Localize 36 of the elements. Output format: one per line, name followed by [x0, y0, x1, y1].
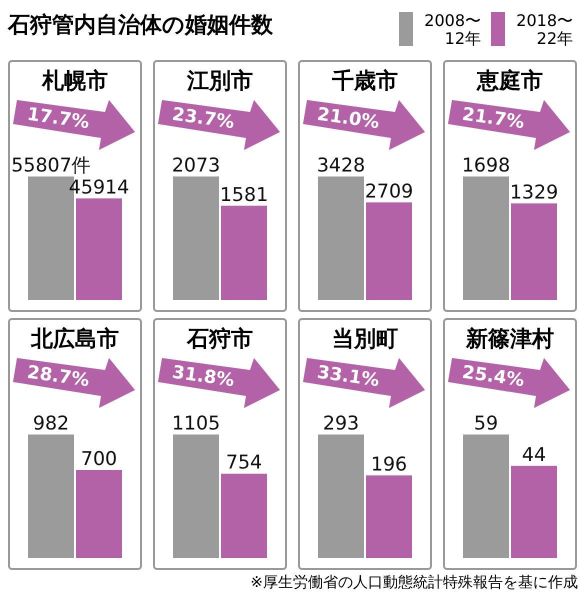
data-label: 1581 [220, 184, 268, 206]
chart-title: 札幌市 [40, 68, 109, 96]
data-label: 55807件 [11, 154, 91, 176]
text: 21.0% [316, 104, 381, 134]
legend-label: 2018〜22年 [515, 11, 573, 48]
text: 21.7% [460, 104, 526, 134]
text: 31.8% [170, 362, 236, 392]
text: 25.4% [460, 362, 526, 392]
chart-title: 新篠津村 [464, 326, 555, 354]
data-label: 44 [522, 444, 546, 466]
text: 23.7% [170, 104, 236, 134]
data-label: 754 [226, 452, 262, 474]
data-label: 1698 [462, 154, 510, 176]
data-label: 3428 [316, 154, 366, 176]
chart-title: 千歳市 [331, 68, 399, 96]
data-label: 700 [80, 448, 118, 470]
chart-title: 石狩市 [186, 326, 254, 354]
data-label: 2709 [364, 180, 414, 202]
data-label: 196 [370, 453, 408, 476]
data-label: 1329 [510, 181, 558, 204]
data-label: 982 [32, 412, 70, 434]
chart-title: 江別市 [186, 68, 254, 96]
chart-title: 北広島市 [30, 326, 120, 354]
data-label: 1105 [172, 412, 220, 434]
text: 17.7% [26, 104, 91, 134]
data-label: 2073 [172, 154, 220, 176]
text: 石狩管内自治体の婚姻件数 [8, 12, 273, 40]
text: ※厚生労働省の人口動態統計特殊報告を基に作成 [250, 573, 578, 592]
text: 28.7% [26, 362, 91, 392]
data-label: 293 [322, 412, 360, 434]
chart-title: 当別町 [331, 326, 399, 354]
text: 33.1% [316, 362, 381, 392]
data-label: 59 [474, 412, 498, 434]
legend-label: 2008〜12年 [423, 11, 481, 48]
data-label: 45914 [68, 176, 130, 198]
chart-title: 恵庭市 [475, 68, 544, 96]
